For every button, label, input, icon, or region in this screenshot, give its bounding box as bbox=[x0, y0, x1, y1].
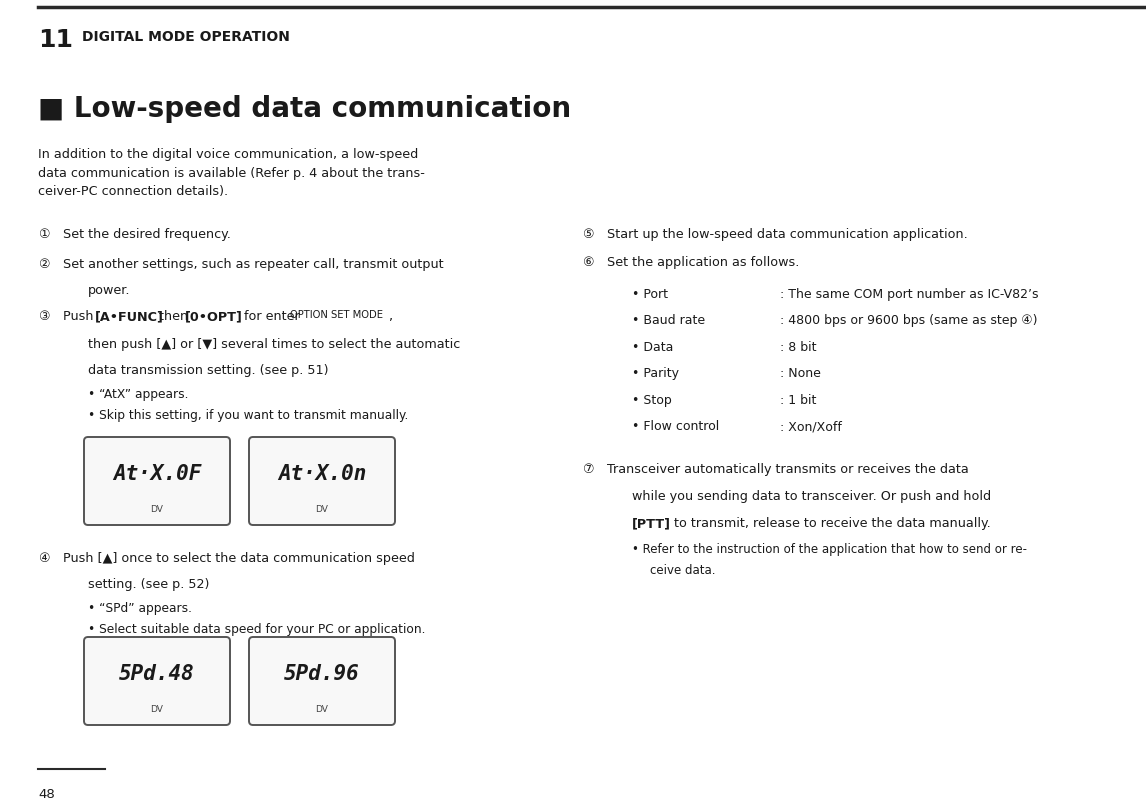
Text: : The same COM port number as IC-V82’s: : The same COM port number as IC-V82’s bbox=[780, 288, 1038, 301]
Text: ⑥: ⑥ bbox=[582, 256, 594, 269]
Text: data transmission setting. (see p. 51): data transmission setting. (see p. 51) bbox=[88, 363, 329, 376]
Text: • Select suitable data speed for your PC or application.: • Select suitable data speed for your PC… bbox=[88, 622, 425, 635]
Text: : Xon/Xoff: : Xon/Xoff bbox=[780, 420, 842, 433]
Text: : 8 bit: : 8 bit bbox=[780, 341, 816, 354]
Text: • “SPd” appears.: • “SPd” appears. bbox=[88, 602, 193, 614]
Text: ②: ② bbox=[38, 257, 49, 270]
Text: • “AtX” appears.: • “AtX” appears. bbox=[88, 387, 188, 400]
Text: DIGITAL MODE OPERATION: DIGITAL MODE OPERATION bbox=[83, 30, 290, 44]
Text: • Baud rate: • Baud rate bbox=[631, 314, 705, 327]
Text: DV: DV bbox=[150, 505, 164, 514]
Text: ,: , bbox=[388, 310, 392, 322]
Text: 5Pd.48: 5Pd.48 bbox=[119, 663, 195, 683]
Text: At·X.0F: At·X.0F bbox=[112, 464, 202, 484]
Text: ③: ③ bbox=[38, 310, 49, 322]
Text: • Parity: • Parity bbox=[631, 367, 678, 380]
Text: then push [▲] or [▼] several times to select the automatic: then push [▲] or [▼] several times to se… bbox=[88, 338, 461, 350]
Text: • Flow control: • Flow control bbox=[631, 420, 720, 433]
Text: [0•OPT]: [0•OPT] bbox=[185, 310, 243, 322]
FancyBboxPatch shape bbox=[84, 437, 230, 525]
Text: for enter: for enter bbox=[240, 310, 304, 322]
Text: • Data: • Data bbox=[631, 341, 674, 354]
Text: • Stop: • Stop bbox=[631, 394, 672, 407]
Text: OPTION SET MODE: OPTION SET MODE bbox=[290, 310, 383, 320]
Text: Push: Push bbox=[63, 310, 97, 322]
Text: 48: 48 bbox=[38, 787, 55, 800]
Text: ceive data.: ceive data. bbox=[650, 563, 715, 577]
Text: ■ Low-speed data communication: ■ Low-speed data communication bbox=[38, 95, 571, 123]
Text: Set another settings, such as repeater call, transmit output: Set another settings, such as repeater c… bbox=[63, 257, 444, 270]
FancyBboxPatch shape bbox=[249, 638, 395, 725]
Text: ⑤: ⑤ bbox=[582, 228, 594, 241]
Text: 5Pd.96: 5Pd.96 bbox=[284, 663, 360, 683]
Text: ①: ① bbox=[38, 228, 49, 241]
Text: : None: : None bbox=[780, 367, 821, 380]
Text: Push [▲] once to select the data communication speed: Push [▲] once to select the data communi… bbox=[63, 551, 415, 565]
Text: Set the desired frequency.: Set the desired frequency. bbox=[63, 228, 230, 241]
Text: to transmit, release to receive the data manually.: to transmit, release to receive the data… bbox=[670, 516, 991, 529]
Text: • Skip this setting, if you want to transmit manually.: • Skip this setting, if you want to tran… bbox=[88, 408, 408, 422]
Text: setting. (see p. 52): setting. (see p. 52) bbox=[88, 577, 210, 590]
Text: Set the application as follows.: Set the application as follows. bbox=[607, 256, 800, 269]
Text: [A•FUNC]: [A•FUNC] bbox=[95, 310, 164, 322]
Text: DV: DV bbox=[315, 705, 329, 714]
Text: then: then bbox=[155, 310, 193, 322]
Text: • Refer to the instruction of the application that how to send or re-: • Refer to the instruction of the applic… bbox=[631, 542, 1027, 555]
Text: ⑦: ⑦ bbox=[582, 463, 594, 476]
Text: : 1 bit: : 1 bit bbox=[780, 394, 816, 407]
Text: [PTT]: [PTT] bbox=[631, 516, 672, 529]
Text: : 4800 bps or 9600 bps (same as step ④): : 4800 bps or 9600 bps (same as step ④) bbox=[780, 314, 1037, 327]
Text: power.: power. bbox=[88, 284, 131, 297]
Text: Transceiver automatically transmits or receives the data: Transceiver automatically transmits or r… bbox=[607, 463, 968, 476]
Text: DV: DV bbox=[315, 505, 329, 514]
FancyBboxPatch shape bbox=[84, 638, 230, 725]
Text: while you sending data to transceiver. Or push and hold: while you sending data to transceiver. O… bbox=[631, 489, 991, 502]
Text: DV: DV bbox=[150, 705, 164, 714]
Text: In addition to the digital voice communication, a low-speed
data communication i: In addition to the digital voice communi… bbox=[38, 148, 425, 198]
FancyBboxPatch shape bbox=[249, 437, 395, 525]
Text: At·X.0n: At·X.0n bbox=[277, 464, 367, 484]
Text: Start up the low-speed data communication application.: Start up the low-speed data communicatio… bbox=[607, 228, 967, 241]
Text: ④: ④ bbox=[38, 551, 49, 565]
Text: • Port: • Port bbox=[631, 288, 668, 301]
Text: 11: 11 bbox=[38, 28, 73, 52]
